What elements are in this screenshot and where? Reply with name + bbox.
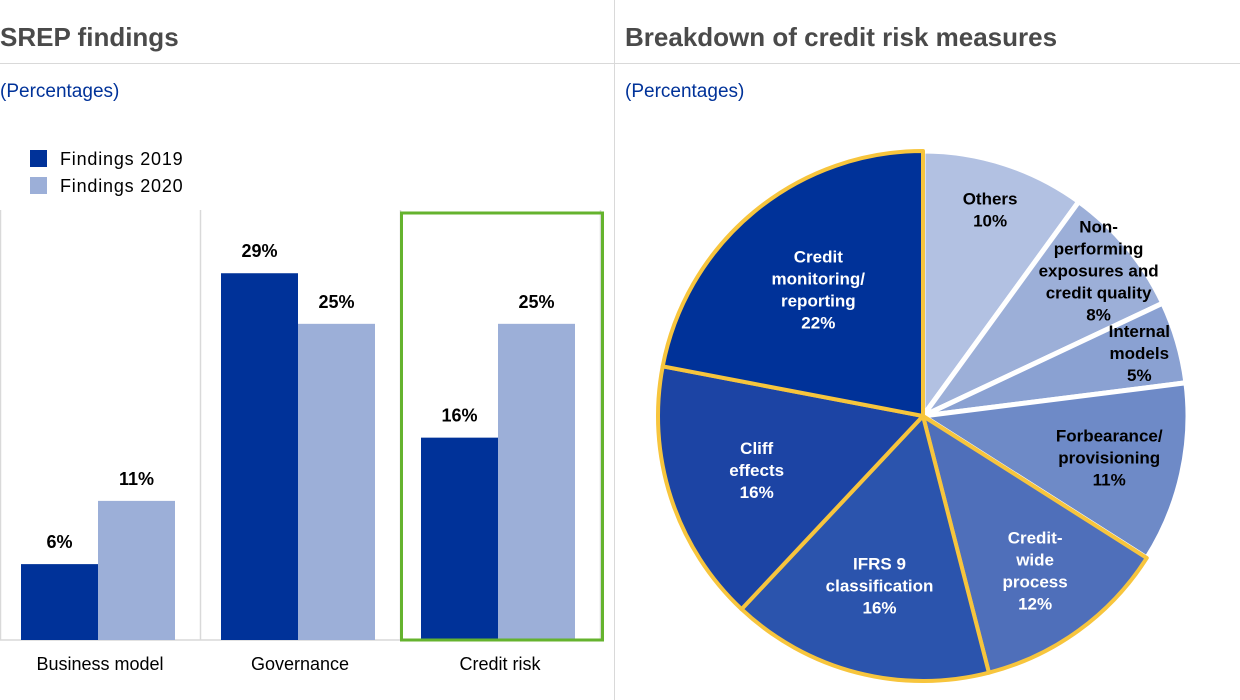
category-label-credit-risk: Credit risk (459, 654, 541, 674)
pie-label-credit-line-1: Credit- (1008, 528, 1063, 547)
category-label-business-model: Business model (36, 654, 163, 674)
pie-slice-credit (660, 149, 925, 418)
pie-label-non-value: 8% (1086, 306, 1111, 325)
pie-label-credit-value: 12% (1018, 594, 1052, 613)
pie-slice-credit (921, 414, 1149, 675)
data-label-business-model-findings-2019: 6% (46, 532, 72, 552)
pie-label-internal-line-2: models (1110, 344, 1170, 363)
pie-label-credit-line-3: reporting (781, 291, 856, 310)
srep-findings-title: SREP findings (0, 22, 179, 52)
pie-label-others-value: 10% (973, 211, 1007, 230)
pie-slice-forbearance (920, 380, 1191, 561)
pie-label-non-line-2: performing (1054, 240, 1144, 259)
pie-label-credit-line-3: process (1002, 572, 1067, 591)
bar-governance-findings-2019 (221, 273, 298, 640)
bar-credit-risk-findings-2020 (498, 323, 575, 640)
data-label-governance-findings-2019: 29% (241, 241, 277, 261)
legend-label-findings-2019: Findings 2019 (60, 149, 183, 169)
credit-risk-measures-pie-chart: Others 10% Non-performing exposures and cred… (656, 148, 1191, 683)
data-label-business-model-findings-2020: 11% (119, 469, 154, 489)
pie-label-credit-line-2: monitoring/ (772, 269, 866, 288)
credit-risk-measures-subtitle: (Percentages) (625, 81, 745, 102)
legend-swatch-findings-2020 (30, 177, 47, 194)
pie-label-ifrs-9-value: 16% (862, 598, 896, 617)
title-divider (615, 63, 1240, 64)
pie-label-non-line-1: Non- (1079, 218, 1118, 237)
pie-label-credit-line-2: wide (1015, 550, 1054, 569)
pie-label-credit-value: 22% (801, 313, 835, 332)
data-label-credit-risk-findings-2019: 16% (441, 406, 477, 426)
pie-label-forbearance-value: 11% (1093, 471, 1126, 490)
pie-label-forbearance-line-1: Forbearance/ (1056, 427, 1163, 446)
pie-label-credit-line-1: Credit (794, 247, 843, 266)
bar-credit-risk-findings-2019 (421, 437, 498, 640)
legend-label-findings-2020: Findings 2020 (60, 176, 183, 196)
pie-slice-non (920, 199, 1166, 419)
bar-business-model-findings-2019 (21, 564, 98, 640)
highlight-box-credit-risk (400, 211, 604, 642)
pie-slice-cliff (656, 364, 925, 612)
bar-business-model-findings-2020 (98, 500, 175, 640)
legend-swatch-findings-2019 (30, 150, 47, 167)
pie-label-cliff-value: 16% (740, 483, 774, 502)
credit-risk-measures-panel: Breakdown of credit risk measures (Perce… (614, 0, 1240, 700)
pie-label-others-line-1: Others (963, 189, 1018, 208)
title-divider (0, 63, 614, 64)
pie-label-cliff-line-2: effects (729, 461, 784, 480)
srep-findings-bar-chart: Findings 2019 Findings 2020 6% 11% Business … (0, 149, 604, 674)
category-label-governance: Governance (251, 654, 349, 674)
credit-risk-measures-title: Breakdown of credit risk measures (625, 22, 1058, 52)
pie-label-internal-value: 5% (1127, 366, 1152, 385)
data-label-governance-findings-2020: 25% (318, 292, 354, 312)
pie-label-forbearance-line-2: provisioning (1058, 449, 1160, 468)
pie-label-non-line-3: exposures and (1039, 262, 1159, 281)
pie-label-ifrs-9-line-1: IFRS 9 (853, 554, 906, 573)
pie-slice-ifrs-9 (739, 414, 991, 683)
pie-label-internal-line-1: Internal (1109, 322, 1170, 341)
pie-slice-others (920, 148, 1082, 419)
pie-label-cliff-line-1: Cliff (740, 439, 773, 458)
srep-findings-subtitle: (Percentages) (0, 81, 120, 102)
bar-governance-findings-2020 (298, 323, 375, 640)
pie-label-ifrs-9-line-2: classification (826, 576, 934, 595)
data-label-credit-risk-findings-2020: 25% (518, 292, 554, 312)
pie-label-non-line-4: credit quality (1046, 284, 1152, 303)
srep-findings-panel: SREP findings (Percentages) Findings 201… (0, 0, 614, 700)
